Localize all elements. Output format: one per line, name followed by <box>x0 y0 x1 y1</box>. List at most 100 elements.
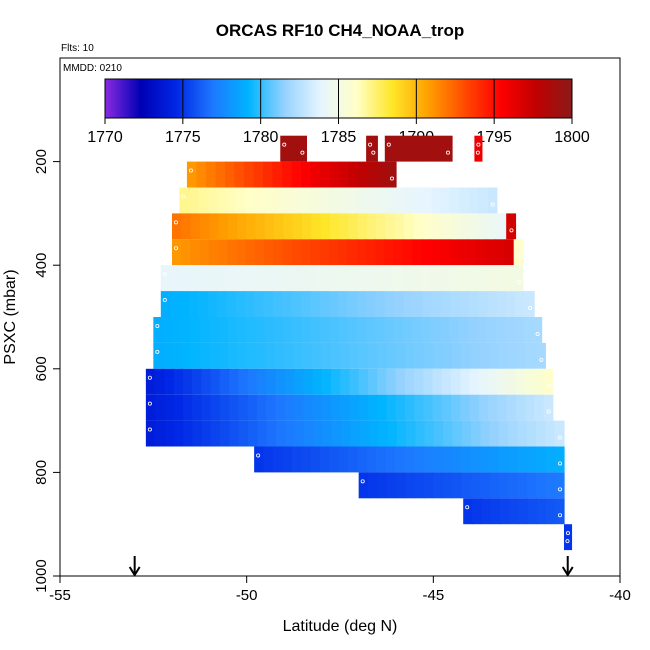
heatmap-cell <box>293 342 304 369</box>
heatmap-cell <box>235 265 245 292</box>
heatmap-cell <box>422 213 433 240</box>
heatmap-cell <box>266 420 277 447</box>
heatmap-cell <box>207 265 218 292</box>
heatmap-cell <box>472 498 483 525</box>
heatmap-cell <box>439 265 450 292</box>
sample-marker <box>558 461 563 466</box>
heatmap-cell <box>359 420 370 447</box>
heatmap-cell <box>310 446 321 473</box>
heatmap-cell <box>255 213 266 240</box>
heatmap-cell <box>489 472 500 499</box>
heatmap-cell <box>262 161 274 188</box>
heatmap-cell <box>170 265 180 292</box>
heatmap-cell <box>273 239 284 266</box>
heatmap-cell <box>218 213 229 240</box>
heatmap-cell <box>321 342 332 369</box>
heatmap-cell <box>263 187 274 214</box>
heatmap-cell <box>274 213 284 240</box>
heatmap-cell <box>431 213 442 240</box>
heatmap-cell <box>366 187 377 214</box>
heatmap-cell <box>290 265 301 292</box>
heatmap-cell <box>497 394 508 421</box>
sample-marker <box>155 323 160 328</box>
heatmap-cell <box>478 187 489 214</box>
heatmap-cell <box>485 265 496 292</box>
sample-marker <box>546 409 551 414</box>
heatmap-cell <box>470 342 481 369</box>
heatmap-cell <box>219 394 230 421</box>
heatmap-cell <box>414 472 425 499</box>
heatmap-cell <box>518 498 528 525</box>
heatmap-cell <box>498 446 509 473</box>
heatmap-cell <box>442 472 453 499</box>
heatmap-cell <box>310 161 321 188</box>
heatmap-cell <box>272 446 283 473</box>
heatmap-cell <box>430 239 441 266</box>
heatmap-cell <box>238 368 249 395</box>
heatmap-cell <box>452 342 462 369</box>
colorbar-tick-label: 1785 <box>321 129 357 146</box>
heatmap-cell <box>377 342 388 369</box>
heatmap-cell <box>554 420 565 447</box>
heatmap-cell <box>338 446 349 473</box>
heatmap-cell <box>365 239 376 266</box>
heatmap-cell <box>350 420 361 447</box>
heatmap-cell <box>442 342 453 369</box>
heatmap-cell <box>275 420 286 447</box>
sample-marker <box>147 401 152 406</box>
heatmap-cell <box>421 317 432 343</box>
heatmap-cell <box>319 239 330 266</box>
heatmap-cell <box>393 317 404 343</box>
y-tick-label: 800 <box>33 460 50 485</box>
heatmap-cell <box>450 187 461 214</box>
heatmap-cell <box>387 420 398 447</box>
heatmap-cell <box>340 394 350 421</box>
heatmap-cell <box>476 265 487 292</box>
heatmap-cell <box>481 498 492 525</box>
heatmap-cell <box>478 291 489 317</box>
heatmap-cell <box>497 368 508 395</box>
heatmap-cell <box>403 291 414 317</box>
heatmap-cell <box>265 342 276 369</box>
heatmap-cell <box>282 446 293 473</box>
heatmap-cell <box>368 420 379 447</box>
heatmap-cell <box>461 342 472 369</box>
heatmap-cell <box>517 420 528 447</box>
heatmap-cell <box>474 135 483 162</box>
heatmap-cell <box>358 394 369 421</box>
heatmap-cell <box>236 317 247 343</box>
heatmap-cell <box>226 291 237 317</box>
heatmap-cell <box>207 187 218 214</box>
heatmap-cell <box>182 368 193 395</box>
heatmap-cell <box>480 420 491 447</box>
heatmap-cell <box>396 472 406 499</box>
heatmap-cell <box>534 368 545 395</box>
heatmap-cell <box>506 394 517 421</box>
heatmap-cell <box>215 161 226 188</box>
heatmap-cell <box>421 239 432 266</box>
heatmap-cell <box>294 420 305 447</box>
heatmap-cell <box>245 317 256 343</box>
sample-marker <box>558 435 563 440</box>
heatmap-cell <box>411 265 422 292</box>
heatmap-cell <box>302 342 313 369</box>
sample-marker <box>162 298 167 303</box>
heatmap-cell <box>164 368 175 395</box>
heatmap-cell <box>478 394 489 421</box>
heatmap-cell <box>275 394 286 421</box>
heatmap-cell <box>301 239 312 266</box>
heatmap-cell <box>319 317 330 343</box>
sample-marker <box>386 142 391 147</box>
heatmap-cell <box>236 213 247 240</box>
heatmap-cell <box>282 291 293 317</box>
heatmap-cell <box>263 291 274 317</box>
heatmap-cell <box>262 265 273 292</box>
heatmap-cell <box>235 187 246 214</box>
heatmap-cell <box>192 420 203 447</box>
heatmap-cell <box>478 213 489 240</box>
heatmap-cell <box>181 342 192 369</box>
heatmap-cell <box>532 317 543 343</box>
heatmap-cell <box>554 446 565 473</box>
heatmap-cell <box>433 342 444 369</box>
heatmap-cell <box>218 239 229 266</box>
